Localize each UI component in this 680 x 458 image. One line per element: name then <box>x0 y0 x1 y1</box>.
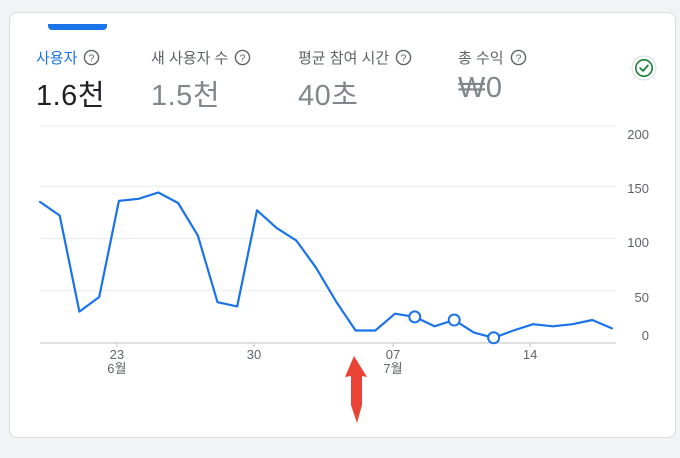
svg-text:?: ? <box>89 53 95 64</box>
x-tick-label: 14 <box>523 347 537 362</box>
check-circle-icon <box>631 55 657 81</box>
y-tick-label: 200 <box>627 127 649 142</box>
metric-new-users[interactable]: 새 사용자 수 ? 1.5천 <box>151 47 251 114</box>
x-tick-label: 30 <box>247 347 261 362</box>
metric-label: 평균 참여 시간 <box>298 50 390 67</box>
metric-label: 사용자 <box>36 50 78 67</box>
metric-label: 새 사용자 수 <box>151 50 229 67</box>
help-circle-icon[interactable]: ? <box>395 49 412 66</box>
metric-avg-engagement[interactable]: 평균 참여 시간 ? 40초 <box>298 47 412 114</box>
y-tick-label: 0 <box>642 328 649 343</box>
help-circle-icon[interactable]: ? <box>234 49 251 66</box>
help-circle-icon[interactable]: ? <box>510 49 527 66</box>
data-point-marker[interactable] <box>408 310 422 324</box>
metric-value: ₩0 <box>458 72 503 104</box>
y-tick-label: 50 <box>635 290 649 305</box>
metric-value: 1.5천 <box>151 80 220 112</box>
data-point-marker[interactable] <box>447 313 461 327</box>
metric-users[interactable]: 사용자 ? 1.6천 <box>36 47 105 114</box>
y-tick-label: 150 <box>627 181 649 196</box>
active-tab-indicator <box>48 24 107 30</box>
x-tick-month-label: 7월 <box>383 361 402 376</box>
svg-text:?: ? <box>515 53 521 64</box>
metric-value: 1.6천 <box>36 80 105 112</box>
x-tick-label: 07 <box>386 347 400 362</box>
metric-label: 총 수익 <box>458 50 504 67</box>
x-tick-month-label: 6월 <box>107 361 126 376</box>
metric-total-revenue[interactable]: 총 수익 ? ₩0 <box>458 47 527 105</box>
metric-value: 40초 <box>298 80 359 112</box>
svg-text:?: ? <box>401 53 407 64</box>
help-circle-icon[interactable]: ? <box>83 49 100 66</box>
red-arrow-up-icon <box>345 356 367 423</box>
x-tick-label: 23 <box>110 347 124 362</box>
analytics-card: 사용자 ? 1.6천 새 사용자 수 ? 1.5천 평균 참여 시간 ? 40초 <box>9 12 676 438</box>
data-point-marker[interactable] <box>487 331 501 345</box>
series-line <box>38 191 614 339</box>
svg-text:?: ? <box>240 53 246 64</box>
y-tick-label: 100 <box>627 235 649 250</box>
